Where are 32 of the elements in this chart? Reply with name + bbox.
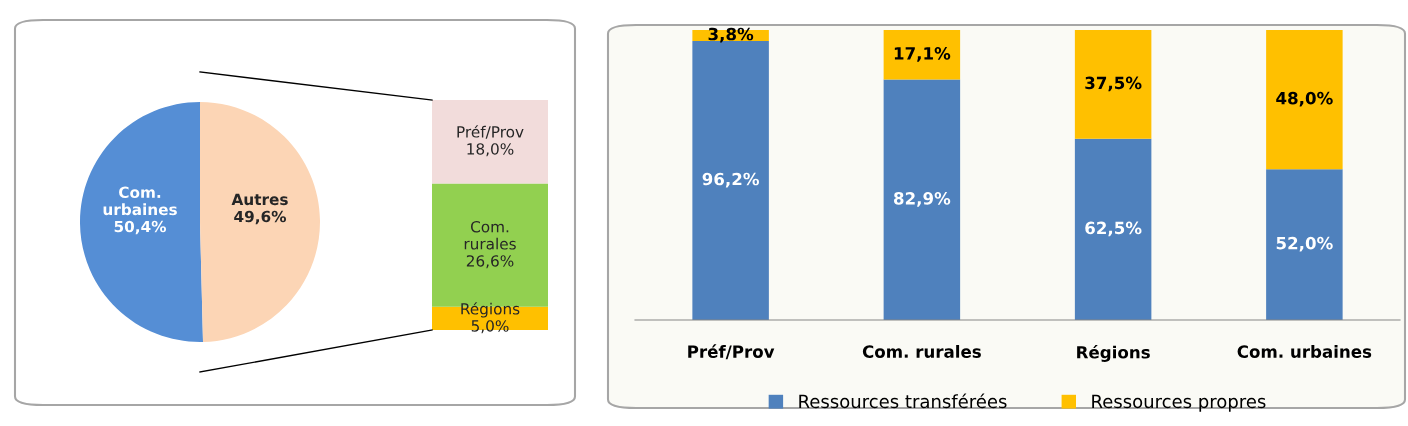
x-tick-label: Préf/Prov	[688, 344, 775, 360]
data-label: 18,0%	[467, 143, 514, 157]
data-label: 3,8%	[708, 27, 754, 43]
slice-label: Autres	[231, 193, 288, 206]
data-label: 50,4%	[114, 220, 167, 235]
data-label: 82,9%	[893, 192, 951, 207]
series-label: Régions	[461, 302, 520, 318]
data-label: 62,5%	[1085, 221, 1142, 237]
series-label: Préf/Prov	[457, 125, 524, 139]
bar	[692, 41, 769, 320]
bar	[883, 79, 961, 320]
x-tick-label: Com. rurales	[862, 345, 981, 358]
slice-label: Com. urbaines	[103, 186, 177, 216]
series-label: Com. rurales	[464, 220, 516, 250]
pie-slice	[80, 102, 204, 342]
data-label: 17,1%	[894, 47, 951, 62]
pie-slice	[200, 102, 320, 342]
legend-label: Ressources transférées	[799, 393, 1007, 409]
bar	[1266, 169, 1343, 320]
bar	[883, 30, 961, 80]
data-label: 48,0%	[1276, 91, 1333, 107]
data-label: 49,6%	[234, 210, 287, 225]
bar	[1074, 138, 1152, 320]
data-label: 52,0%	[1276, 236, 1333, 252]
bar	[1266, 30, 1343, 170]
bar	[1074, 30, 1152, 139]
data-label: 37,5%	[1085, 76, 1142, 92]
data-label: 26,6%	[466, 255, 514, 269]
x-tick-label: Com. urbaines	[1237, 345, 1372, 358]
legend-label: Ressources propres	[1092, 394, 1266, 412]
x-tick-label: Régions	[1077, 345, 1150, 362]
data-label: 96,2%	[702, 172, 760, 188]
